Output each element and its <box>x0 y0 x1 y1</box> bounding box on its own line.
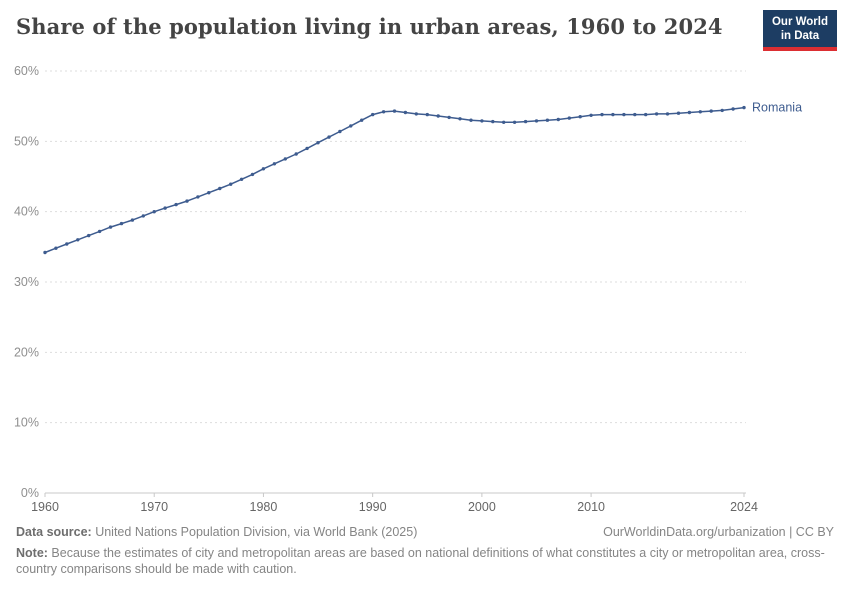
data-point <box>720 108 724 113</box>
data-point <box>283 157 287 161</box>
note-label: Note: <box>16 546 48 560</box>
data-point <box>491 119 495 124</box>
data-point <box>349 124 353 128</box>
data-point <box>294 152 298 156</box>
series-label[interactable]: Romania <box>752 101 802 115</box>
data-point <box>665 112 670 116</box>
chart-area: 0% 10% 20% 30% 40% 50% 60% 1960 1970 1980 1990 2000… <box>0 56 850 518</box>
data-source: Data source: United Nations Population D… <box>16 524 417 540</box>
data-point <box>644 112 648 117</box>
data-point <box>403 110 408 115</box>
x-axis-tick-label: 2024 <box>730 500 758 514</box>
data-point <box>458 117 462 121</box>
y-axis-tick-label: 60% <box>14 64 39 78</box>
data-point <box>545 118 550 122</box>
x-axis-tick-label: 2010 <box>577 500 605 514</box>
data-point <box>119 221 124 226</box>
data-point <box>141 214 145 218</box>
data-point <box>611 112 615 117</box>
x-axis-tick-label: 1990 <box>359 500 387 514</box>
page-title: Share of the population living in urban … <box>16 14 723 39</box>
y-axis-tick-label: 10% <box>14 416 39 430</box>
data-point <box>731 107 735 111</box>
y-axis-tick-label: 0% <box>21 486 39 500</box>
data-point <box>436 114 440 118</box>
data-point <box>371 112 375 117</box>
data-point <box>600 112 604 117</box>
data-point <box>250 172 255 177</box>
data-point <box>654 112 659 116</box>
chart-footer: Data source: United Nations Population D… <box>0 518 850 577</box>
data-point <box>54 246 58 250</box>
y-axis-tick-label: 30% <box>14 275 39 289</box>
data-point <box>589 113 593 117</box>
data-point <box>261 167 266 171</box>
data-point <box>185 199 189 203</box>
x-axis-tick-label: 2000 <box>468 500 496 514</box>
data-point <box>130 218 135 222</box>
series-line <box>44 106 745 254</box>
data-point <box>381 110 386 114</box>
x-axis-tick-label: 1960 <box>31 500 59 514</box>
data-point <box>534 119 539 123</box>
data-point <box>480 119 484 123</box>
data-point <box>76 238 80 242</box>
data-point <box>469 118 473 122</box>
data-point <box>502 120 506 125</box>
data-point <box>512 120 517 125</box>
data-point <box>633 112 637 117</box>
note-text: Because the estimates of city and metrop… <box>16 546 825 576</box>
data-point <box>97 229 102 234</box>
data-point <box>163 206 167 210</box>
x-axis-tick-label: 1980 <box>250 500 278 514</box>
data-point <box>152 210 156 214</box>
data-point <box>65 242 69 246</box>
data-point <box>556 117 560 122</box>
data-point <box>305 146 309 151</box>
data-point <box>622 112 626 117</box>
data-point <box>360 118 364 122</box>
data-source-text: United Nations Population Division, via … <box>91 525 418 539</box>
data-source-label: Data source: <box>16 525 92 539</box>
data-point <box>414 112 418 116</box>
data-point <box>272 162 277 166</box>
chart-header: Share of the population living in urban … <box>0 0 850 56</box>
note: Note: Because the estimates of city and … <box>16 545 834 577</box>
y-axis-tick-label: 40% <box>14 205 39 219</box>
data-point <box>87 233 91 238</box>
data-point <box>239 177 244 181</box>
data-point <box>229 182 233 186</box>
data-point <box>742 105 746 110</box>
owid-logo-line2: in Data <box>780 30 820 42</box>
data-point <box>316 141 320 145</box>
y-axis-tick-label: 50% <box>14 134 39 148</box>
license-link[interactable]: OurWorldinData.org/urbanization | CC BY <box>603 525 834 539</box>
data-point <box>698 110 702 114</box>
data-point <box>425 112 429 117</box>
data-point <box>523 119 528 124</box>
data-point <box>578 115 582 119</box>
data-point <box>687 110 692 115</box>
owid-logo-line1: Our World <box>771 16 828 28</box>
data-point <box>207 191 211 195</box>
data-point <box>567 116 571 120</box>
y-axis-tick-label: 20% <box>14 345 39 359</box>
data-point <box>43 250 47 255</box>
data-point <box>327 135 331 139</box>
data-point <box>196 195 200 199</box>
data-point <box>709 109 713 113</box>
data-point <box>392 109 397 113</box>
owid-logo[interactable]: Our World in Data <box>762 10 837 51</box>
data-point <box>218 186 222 191</box>
x-axis-tick-label: 1970 <box>140 500 168 514</box>
data-point <box>108 225 113 229</box>
data-point <box>174 202 178 207</box>
data-point <box>676 111 681 115</box>
data-point <box>447 115 451 120</box>
urbanization-line-chart: 0% 10% 20% 30% 40% 50% 60% 1960 1970 1980 1990 2000… <box>14 64 802 514</box>
data-point <box>338 129 342 134</box>
